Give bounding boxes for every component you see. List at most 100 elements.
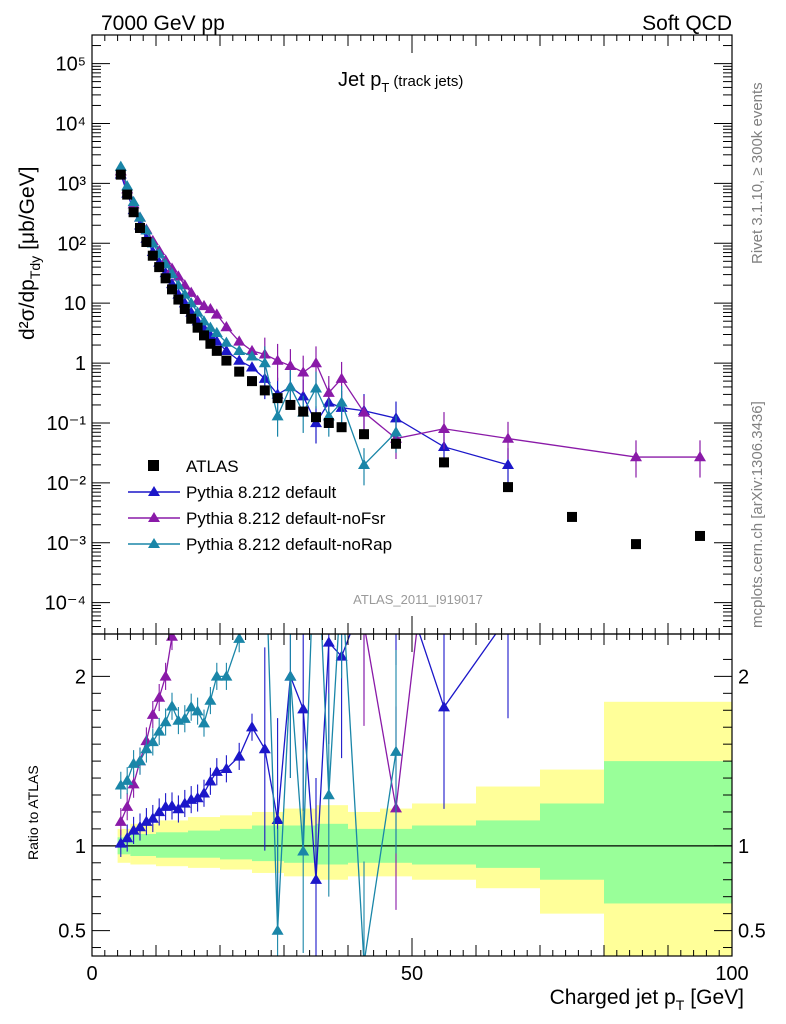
atlas-point-11 [186,313,197,324]
series-point-1-13 [198,299,210,311]
ratio-point-2-25 [336,571,348,581]
series-point-2-0 [114,160,127,171]
atlas-point-21 [285,399,296,410]
series-point-0-22 [297,390,310,401]
series-line-1 [120,170,700,458]
series-point-2-24 [322,410,335,421]
atlas-point-8 [167,284,177,295]
series-point-2-21 [284,380,297,392]
series-point-2-18 [246,350,258,361]
band-green-14 [668,761,732,904]
ratio-point-0-9 [172,803,185,814]
series-point-0-17 [233,354,246,365]
band-green-2 [156,832,188,858]
ratio-point-1-24 [323,467,335,477]
header-right: Soft QCD [642,12,732,35]
header-left: 7000 GeV pp [101,12,225,35]
series-point-1-14 [204,302,217,314]
series-point-1-30 [630,451,642,462]
ratio-point-0-15 [210,765,223,776]
chart-title: Jet pT (track jets) [338,69,463,95]
ratio-point-1-18 [246,467,258,477]
legend-marker-3 [148,538,160,548]
ratio-point-2-0 [114,779,127,790]
atlas-point-18 [247,376,257,387]
legend-label-3: Pythia 8.212 default-noRap [186,535,392,554]
series-point-0-16 [220,344,233,356]
series-point-2-17 [233,344,246,356]
band-green-12 [540,803,604,880]
ytick-label-top-7: 10³ [57,173,86,195]
side-label-bottom: mcplots.cern.ch [arXiv:1306.3436] [749,401,766,628]
atlas-point-3 [135,222,145,233]
legend-label-0: ATLAS [186,457,239,476]
atlas-point-23 [311,412,321,423]
atlas-point-19 [259,385,270,396]
legend-marker-2 [148,512,160,522]
series-point-2-26 [358,458,370,470]
ytick-label-ratio-r-1: 1 [738,836,749,858]
series-point-1-12 [191,294,204,305]
atlas-point-25 [336,422,347,433]
atlas-point-1 [122,189,133,200]
atlas-point-2 [128,207,139,218]
series-point-1-17 [233,335,246,346]
atlas-point-12 [192,322,203,333]
band-green-4 [220,828,252,860]
ratio-point-0-0 [114,837,127,848]
series-top-2 [114,160,402,486]
atlas-point-4 [141,237,152,248]
atlas-point-32 [695,530,705,541]
ratio-panel-bands [92,701,732,956]
band-green-5 [252,825,284,862]
ratio-point-1-28 [438,393,450,403]
ratio-line-2 [120,634,397,956]
axes-layer: 0 50 100 10⁻⁴ 10⁻³ 10⁻² 10⁻¹ 1 10 10² 10³ 10⁴ 10⁵ 0.5… [45,34,766,985]
atlas-point-15 [211,345,222,356]
xtick-label-1: 50 [401,963,423,985]
ratio-point-0-27 [390,557,402,567]
series-point-2-15 [210,326,223,338]
ytick-label-top-6: 10² [57,233,86,255]
ratio-point-2-27 [390,745,402,756]
ratio-point-1-14 [204,364,216,374]
band-green-13 [604,761,668,904]
series-point-2-27 [390,426,402,437]
ytick-label-top-8: 10⁴ [55,113,86,135]
ratio-point-1-20 [272,292,284,302]
ratio-point-0-10 [178,797,191,808]
series-point-1-18 [246,344,258,356]
ytick-label-top-0: 10⁻⁴ [45,593,86,615]
atlas-point-17 [234,366,245,377]
ytick-label-top-5: 10 [64,293,86,315]
atlas-point-16 [221,355,232,366]
band-green-11 [476,820,540,868]
ytick-label-ratio-l-1: 1 [75,836,86,858]
ytick-label-top-3: 10⁻¹ [47,413,87,435]
series-point-1-23 [310,357,322,368]
series-line-2 [120,166,397,467]
series-point-0-18 [246,361,258,372]
atlas-point-9 [173,294,184,305]
ratio-point-2-21 [284,670,297,681]
series-ratio-2 [114,571,402,967]
series-point-1-21 [284,359,297,371]
series-point-2-14 [204,321,217,332]
legend-marker-1 [148,486,160,496]
analysis-tag: ATLAS_2011_I919017 [353,592,483,607]
side-label-top: Rivet 3.1.10, ≥ 300k events [749,82,766,264]
ratio-point-2-26 [358,957,370,967]
atlas-point-27 [391,438,401,449]
atlas-point-13 [199,330,209,341]
series-layer [114,160,706,967]
atlas-point-6 [154,262,165,273]
ytick-label-top-9: 10⁵ [55,54,86,76]
series-point-2-2 [127,195,140,207]
atlas-point-26 [359,429,369,440]
atlas-point-10 [179,303,190,314]
atlas-point-22 [298,406,309,417]
series-point-0-29 [502,458,514,470]
band-green-7 [316,823,348,865]
ratio-point-1-16 [220,393,232,403]
